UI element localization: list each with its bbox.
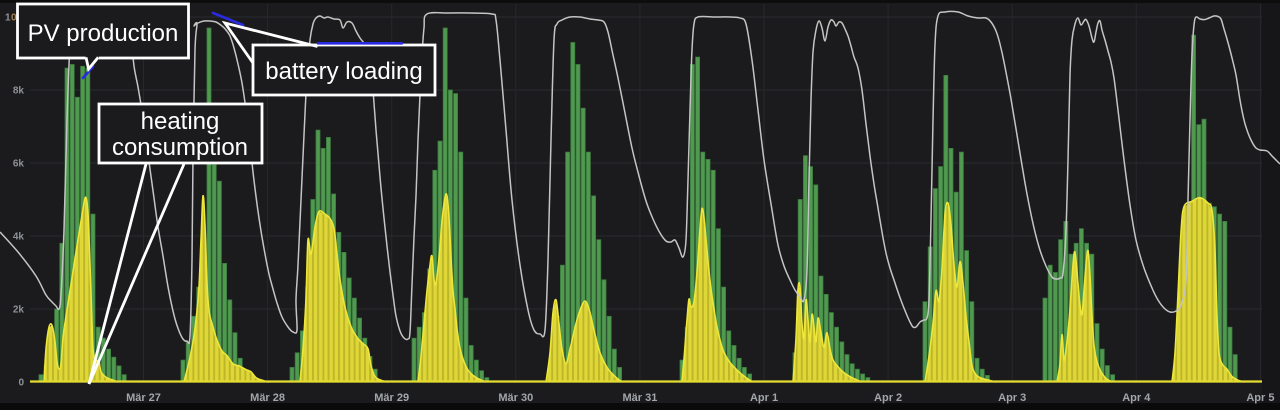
svg-text:1: 1 [5,13,11,24]
svg-text:consumption: consumption [112,134,248,161]
svg-text:8k: 8k [13,86,25,97]
svg-text:4k: 4k [13,232,25,243]
svg-text:Apr 5: Apr 5 [1246,392,1274,404]
svg-text:2k: 2k [13,305,25,316]
svg-text:battery loading: battery loading [265,58,422,85]
svg-text:Apr 1: Apr 1 [750,392,778,404]
svg-text:Apr 4: Apr 4 [1122,392,1151,404]
svg-text:Mär 28: Mär 28 [250,392,285,404]
svg-text:Mär 30: Mär 30 [498,392,533,404]
svg-text:PV production: PV production [28,20,179,47]
svg-text:heating: heating [141,108,220,135]
svg-text:Mär 29: Mär 29 [374,392,409,404]
svg-text:0: 0 [11,13,17,24]
svg-text:Mär 27: Mär 27 [126,392,161,404]
svg-text:Mär 31: Mär 31 [622,392,657,404]
svg-text:Apr 3: Apr 3 [998,392,1026,404]
svg-text:0: 0 [18,378,24,389]
svg-text:Apr 2: Apr 2 [874,392,902,404]
svg-text:6k: 6k [13,159,25,170]
